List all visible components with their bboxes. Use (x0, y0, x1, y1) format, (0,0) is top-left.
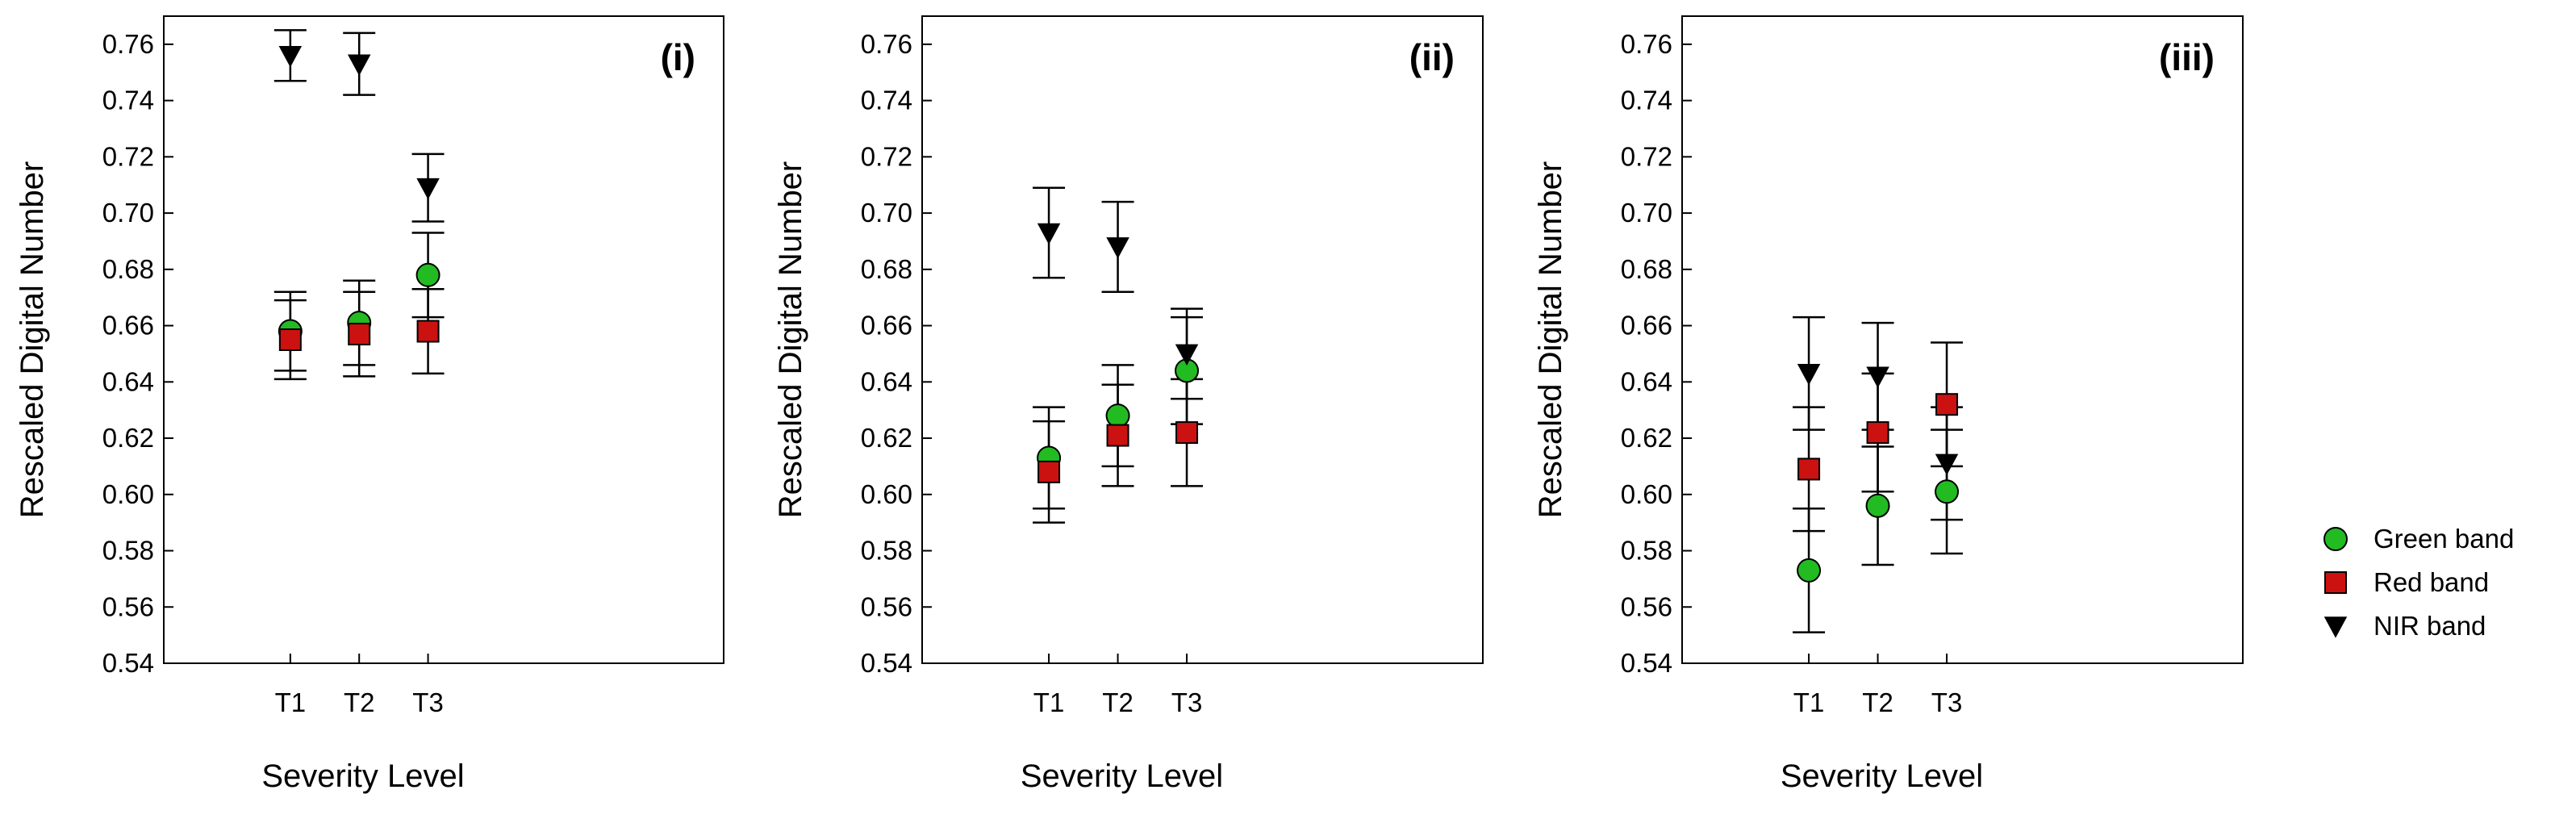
y-tick-label: 0.74 (102, 86, 154, 115)
nir-band-point (1106, 237, 1129, 259)
panel-label: (iii) (2159, 36, 2215, 78)
y-tick-label: 0.60 (861, 479, 912, 509)
y-tick-label: 0.68 (861, 254, 912, 284)
red-band-point (348, 323, 371, 346)
x-tick-label: T3 (412, 687, 444, 717)
nir-band-point (1797, 364, 1821, 386)
green-band-point (415, 262, 440, 287)
x-axis-title: Severity Level (1021, 758, 1223, 794)
y-tick-label: 0.54 (1621, 648, 1672, 678)
y-tick-label: 0.60 (1621, 479, 1672, 509)
y-tick-label: 0.76 (1621, 29, 1672, 59)
y-tick-label: 0.70 (861, 198, 912, 228)
x-tick-label: T3 (1931, 687, 1963, 717)
red-band-point (1797, 458, 1821, 481)
panel-1-frame (163, 15, 724, 664)
y-tick-label: 0.60 (102, 479, 154, 509)
y-tick-label: 0.64 (861, 366, 912, 396)
red-band-point (1866, 421, 1889, 445)
green-band-point (1865, 493, 1890, 518)
y-tick-label: 0.74 (861, 86, 912, 115)
red-band-point (416, 320, 440, 343)
x-tick-label: T1 (275, 687, 307, 717)
nir-band-point (278, 46, 303, 68)
green-band-point (1935, 479, 1960, 504)
panel-label: (ii) (1409, 36, 1455, 78)
y-tick-label: 0.64 (1621, 366, 1672, 396)
y-tick-label: 0.62 (861, 423, 912, 453)
y-tick-label: 0.72 (861, 141, 912, 171)
green-band-point (1105, 403, 1130, 428)
y-tick-label: 0.70 (1621, 198, 1672, 228)
x-tick-label: T1 (1033, 687, 1065, 717)
x-tick-label: T3 (1171, 687, 1203, 717)
nir-band-point (1175, 344, 1199, 366)
red-band-point (1175, 421, 1199, 445)
legend-red-band-marker (2324, 571, 2347, 594)
y-tick-label: 0.66 (1621, 311, 1672, 341)
y-tick-label: 0.72 (102, 141, 154, 171)
y-axis-title: Rescaled Digital Number (1533, 161, 1568, 518)
y-tick-label: 0.58 (1621, 536, 1672, 566)
legend-red-band-label: Red band (2374, 567, 2489, 597)
y-tick-label: 0.70 (102, 198, 154, 228)
y-tick-label: 0.56 (861, 591, 912, 621)
legend-green-band-marker (2323, 527, 2348, 551)
y-tick-label: 0.54 (102, 648, 154, 678)
nir-band-point (1866, 366, 1889, 388)
panel-label: (i) (661, 36, 695, 78)
y-tick-label: 0.76 (861, 29, 912, 59)
y-tick-label: 0.74 (1621, 86, 1672, 115)
y-axis-title: Rescaled Digital Number (15, 161, 50, 518)
red-band-point (1106, 424, 1129, 447)
x-tick-label: T2 (1102, 687, 1134, 717)
y-tick-label: 0.68 (102, 254, 154, 284)
y-tick-label: 0.62 (1621, 423, 1672, 453)
y-tick-label: 0.58 (102, 536, 154, 566)
y-axis-title: Rescaled Digital Number (773, 161, 808, 518)
legend-green-band-label: Green band (2374, 524, 2514, 554)
x-axis-title: Severity Level (261, 758, 464, 794)
y-tick-label: 0.64 (102, 366, 154, 396)
y-tick-label: 0.56 (1621, 591, 1672, 621)
nir-band-point (347, 54, 371, 76)
y-tick-label: 0.66 (861, 311, 912, 341)
y-tick-label: 0.68 (1621, 254, 1672, 284)
nir-band-point (1037, 223, 1061, 245)
red-band-point (1037, 460, 1061, 483)
green-band-point (1797, 558, 1822, 583)
x-tick-label: T2 (1862, 687, 1893, 717)
x-tick-label: T2 (344, 687, 375, 717)
y-tick-label: 0.76 (102, 29, 154, 59)
x-tick-label: T1 (1793, 687, 1825, 717)
y-tick-label: 0.54 (861, 648, 912, 678)
y-tick-label: 0.58 (861, 536, 912, 566)
y-tick-label: 0.56 (102, 591, 154, 621)
y-tick-label: 0.62 (102, 423, 154, 453)
nir-band-point (416, 178, 440, 200)
legend-nir-band-label: NIR band (2374, 611, 2486, 641)
panel-3-frame (1681, 15, 2244, 664)
nir-band-point (1935, 453, 1959, 476)
y-tick-label: 0.66 (102, 311, 154, 341)
panel-2-frame (921, 15, 1484, 664)
legend-nir-band-marker (2323, 616, 2348, 638)
y-tick-label: 0.72 (1621, 141, 1672, 171)
x-axis-title: Severity Level (1781, 758, 1983, 794)
red-band-point (278, 328, 302, 351)
red-band-point (1935, 393, 1959, 416)
